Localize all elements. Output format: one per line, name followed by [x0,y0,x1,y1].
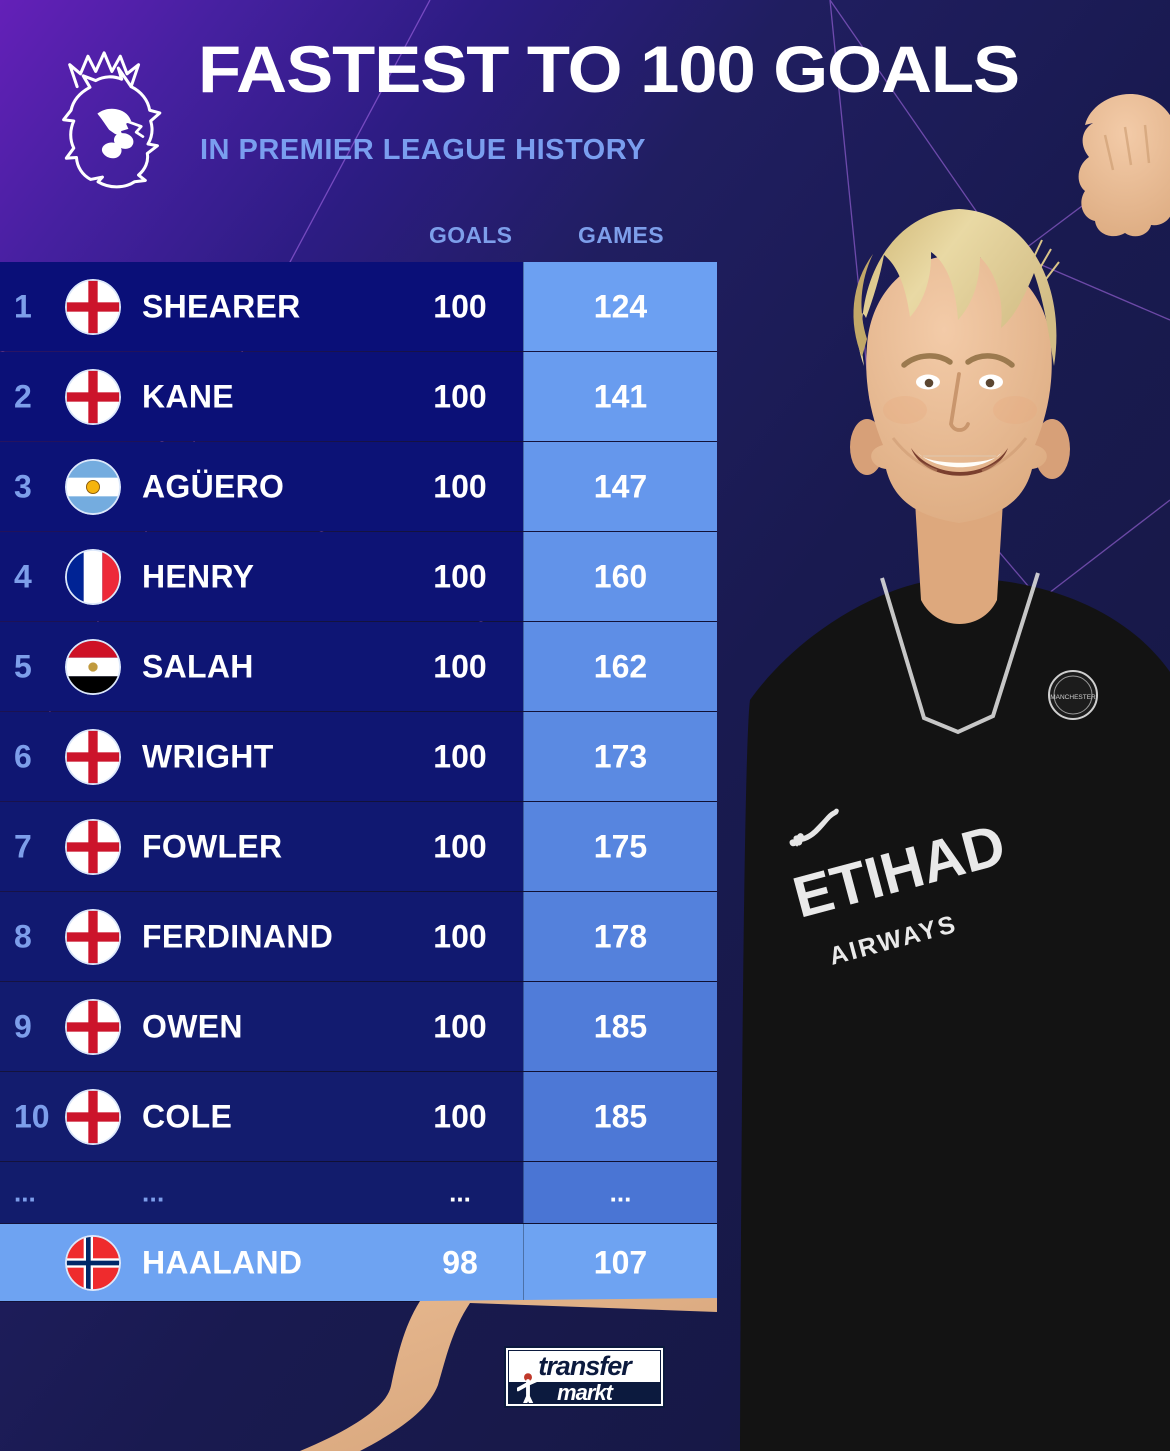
svg-text:MANCHESTER: MANCHESTER [1050,694,1096,701]
